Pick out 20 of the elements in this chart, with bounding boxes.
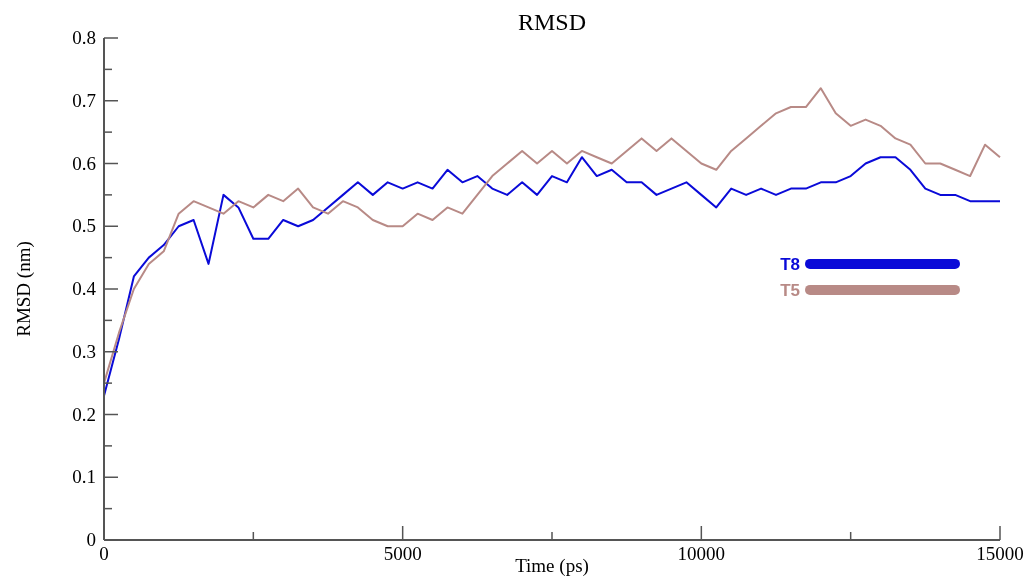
y-tick-label: 0.4 (72, 278, 97, 299)
text: T5 (780, 280, 800, 300)
line-series (103, 87, 1001, 385)
line-series (103, 156, 1001, 397)
text: T8 (780, 254, 800, 274)
y-tick-label: 0.5 (72, 215, 96, 237)
y-tick-label: 0.2 (72, 403, 96, 425)
y-tick-label: 0.7 (72, 89, 96, 111)
x-tick-label: 5000 (383, 543, 422, 564)
x-tick-label: 10000 (677, 543, 726, 564)
y-axis-title: RMSD (nm) (13, 241, 35, 337)
x-axis-title: Time (ps) (515, 555, 589, 577)
y-tick-label: 0.3 (72, 340, 96, 362)
y-tick-label: 0 (86, 529, 96, 550)
y-tick-label: 0.8 (72, 27, 96, 48)
chart-title: RMSD (517, 9, 587, 35)
x-tick-label: 15000 (976, 543, 1024, 564)
y-tick-label: 0.1 (72, 466, 96, 488)
x-tick-label: 0 (99, 543, 109, 564)
y-tick-label: 0.6 (72, 152, 96, 174)
